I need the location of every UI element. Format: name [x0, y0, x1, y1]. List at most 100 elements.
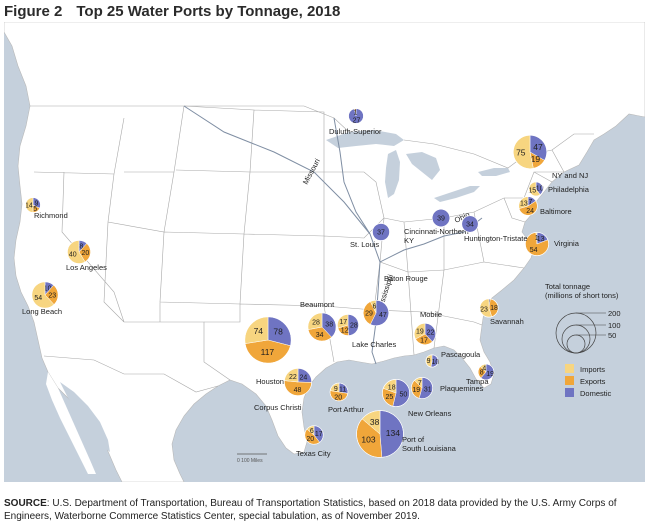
pie-outline [25, 197, 41, 213]
pie-value-imports: 54 [34, 295, 42, 302]
port-name-label: Cincinnati-Northern [404, 227, 469, 236]
pie-value-imports: 15 [528, 188, 536, 195]
pie-value-domestic: 19 [486, 371, 494, 378]
pie-value-imports: 75 [516, 147, 526, 157]
pie-value-exports: 23 [48, 292, 56, 299]
pie-value-exports: 19 [412, 387, 420, 394]
pie-value-domestic: 7 [529, 199, 533, 206]
pie-value-exports: 19 [531, 154, 541, 164]
baja-peninsula [46, 372, 96, 474]
legend-imports-swatch [565, 364, 574, 373]
port-name-label: Port of [402, 435, 425, 444]
pie-value-imports: 18 [388, 384, 396, 391]
pie-value-exports: 20 [306, 436, 314, 443]
port-huntington-tristate: 34 Huntington-Tristate [461, 215, 528, 243]
port-name-label: Baltimore [540, 207, 572, 216]
port-name-label: Texas City [296, 449, 331, 458]
pie-value-exports: 25 [386, 394, 394, 401]
pie-value-imports: 13 [520, 200, 528, 207]
port-name-label: Pascagoula [441, 350, 481, 359]
map-legend: Total tonnage (millions of short tons) 2… [545, 282, 621, 398]
figure-heading: Top 25 Water Ports by Tonnage, 2018 [76, 3, 341, 20]
port-ny-and-nj: 47 19 75 NY and NJ [512, 134, 588, 180]
port-duluth-superior: 27 1 Duluth-Superior [329, 108, 382, 136]
pie-value-domestic: 47 [379, 312, 387, 319]
port-name-label: Philadelphia [548, 185, 590, 194]
legend-exports-swatch [565, 376, 574, 385]
figure-title: Figure 2 Top 25 Water Ports by Tonnage, 2… [4, 3, 340, 23]
source-note: SOURCE: U.S. Department of Transportatio… [4, 497, 645, 523]
pie-outline [348, 108, 364, 124]
pie-value-exports: 20 [82, 250, 90, 257]
port-name-label: Baton Rouge [384, 274, 428, 283]
pie-value-exports: 8 [480, 370, 484, 377]
pie-value-imports: 40 [69, 251, 77, 258]
pie-value-exports: 54 [530, 247, 538, 254]
pie-value-domestic: 39 [437, 216, 445, 223]
port-name-label: Lake Charles [352, 340, 396, 349]
pie-value-imports: 6 [372, 304, 376, 311]
pie-value-exports: 18 [490, 305, 498, 312]
pie-outline [528, 181, 544, 197]
legend-domestic-label: Domestic [580, 389, 612, 398]
pie-value-imports: 14 [25, 203, 33, 210]
port-name-label: New Orleans [408, 409, 452, 418]
pie-outline [307, 312, 337, 342]
pie-value-imports: 38 [370, 417, 380, 427]
pie-value-domestic: 134 [386, 428, 400, 438]
pie-value-domestic: 28 [350, 322, 358, 329]
pie-value-exports: 17 [420, 337, 428, 344]
pie-outline [479, 298, 499, 318]
pie-value-domestic: 31 [424, 386, 432, 393]
legend-size-label-200: 200 [608, 309, 621, 318]
pie-outline [372, 223, 390, 241]
pie-outline [413, 322, 437, 346]
gulf-of-california [60, 382, 110, 452]
us-canada-border-east [403, 133, 594, 169]
pie-value-exports: 34 [316, 332, 324, 339]
pie-value-exports: 103 [361, 434, 375, 444]
pie-value-exports: 1 [354, 109, 358, 116]
pie-value-imports: 7 [418, 380, 422, 387]
pie-outline [382, 379, 410, 407]
pie-value-exports: 24 [526, 208, 534, 215]
legend-domestic-swatch [565, 388, 574, 397]
pie-outline [518, 196, 538, 216]
lake-ontario [478, 168, 510, 176]
pie-value-imports: 23 [480, 306, 488, 313]
pie-value-domestic: 50 [400, 391, 408, 398]
pie-value-exports: 29 [365, 311, 373, 318]
pie-value-exports: 117 [261, 347, 275, 357]
pie-outline [477, 363, 495, 381]
pie-value-domestic: 8 [79, 244, 83, 251]
source-lead: SOURCE [4, 498, 47, 509]
pie-value-domestic: 17 [315, 431, 323, 438]
pie-value-domestic: 37 [377, 230, 385, 237]
port-name-label: Mobile [420, 310, 442, 319]
lake-superior [326, 130, 404, 148]
pie-outline [461, 215, 479, 233]
pie-value-domestic: 27 [353, 118, 361, 125]
pie-outline [356, 410, 404, 458]
pie-value-imports: 22 [289, 374, 297, 381]
port-map: Missouri Mississippi Ohio 27 1 Duluth-Supe… [4, 22, 645, 482]
pie-value-domestic: 10 [536, 185, 544, 192]
port-plaquemines: 31 197 Plaquemines [411, 377, 484, 399]
pie-outline [283, 367, 313, 397]
port-pascagoula: 109 Pascagoula [425, 350, 481, 368]
port-name-label: Richmond [34, 211, 68, 220]
port-name-label: St. Louis [350, 240, 379, 249]
missouri-river [183, 105, 371, 235]
pie-outline [329, 382, 349, 402]
pie-value-domestic: 34 [466, 222, 474, 229]
pie-outline [362, 299, 390, 327]
pie-outline [512, 134, 548, 170]
